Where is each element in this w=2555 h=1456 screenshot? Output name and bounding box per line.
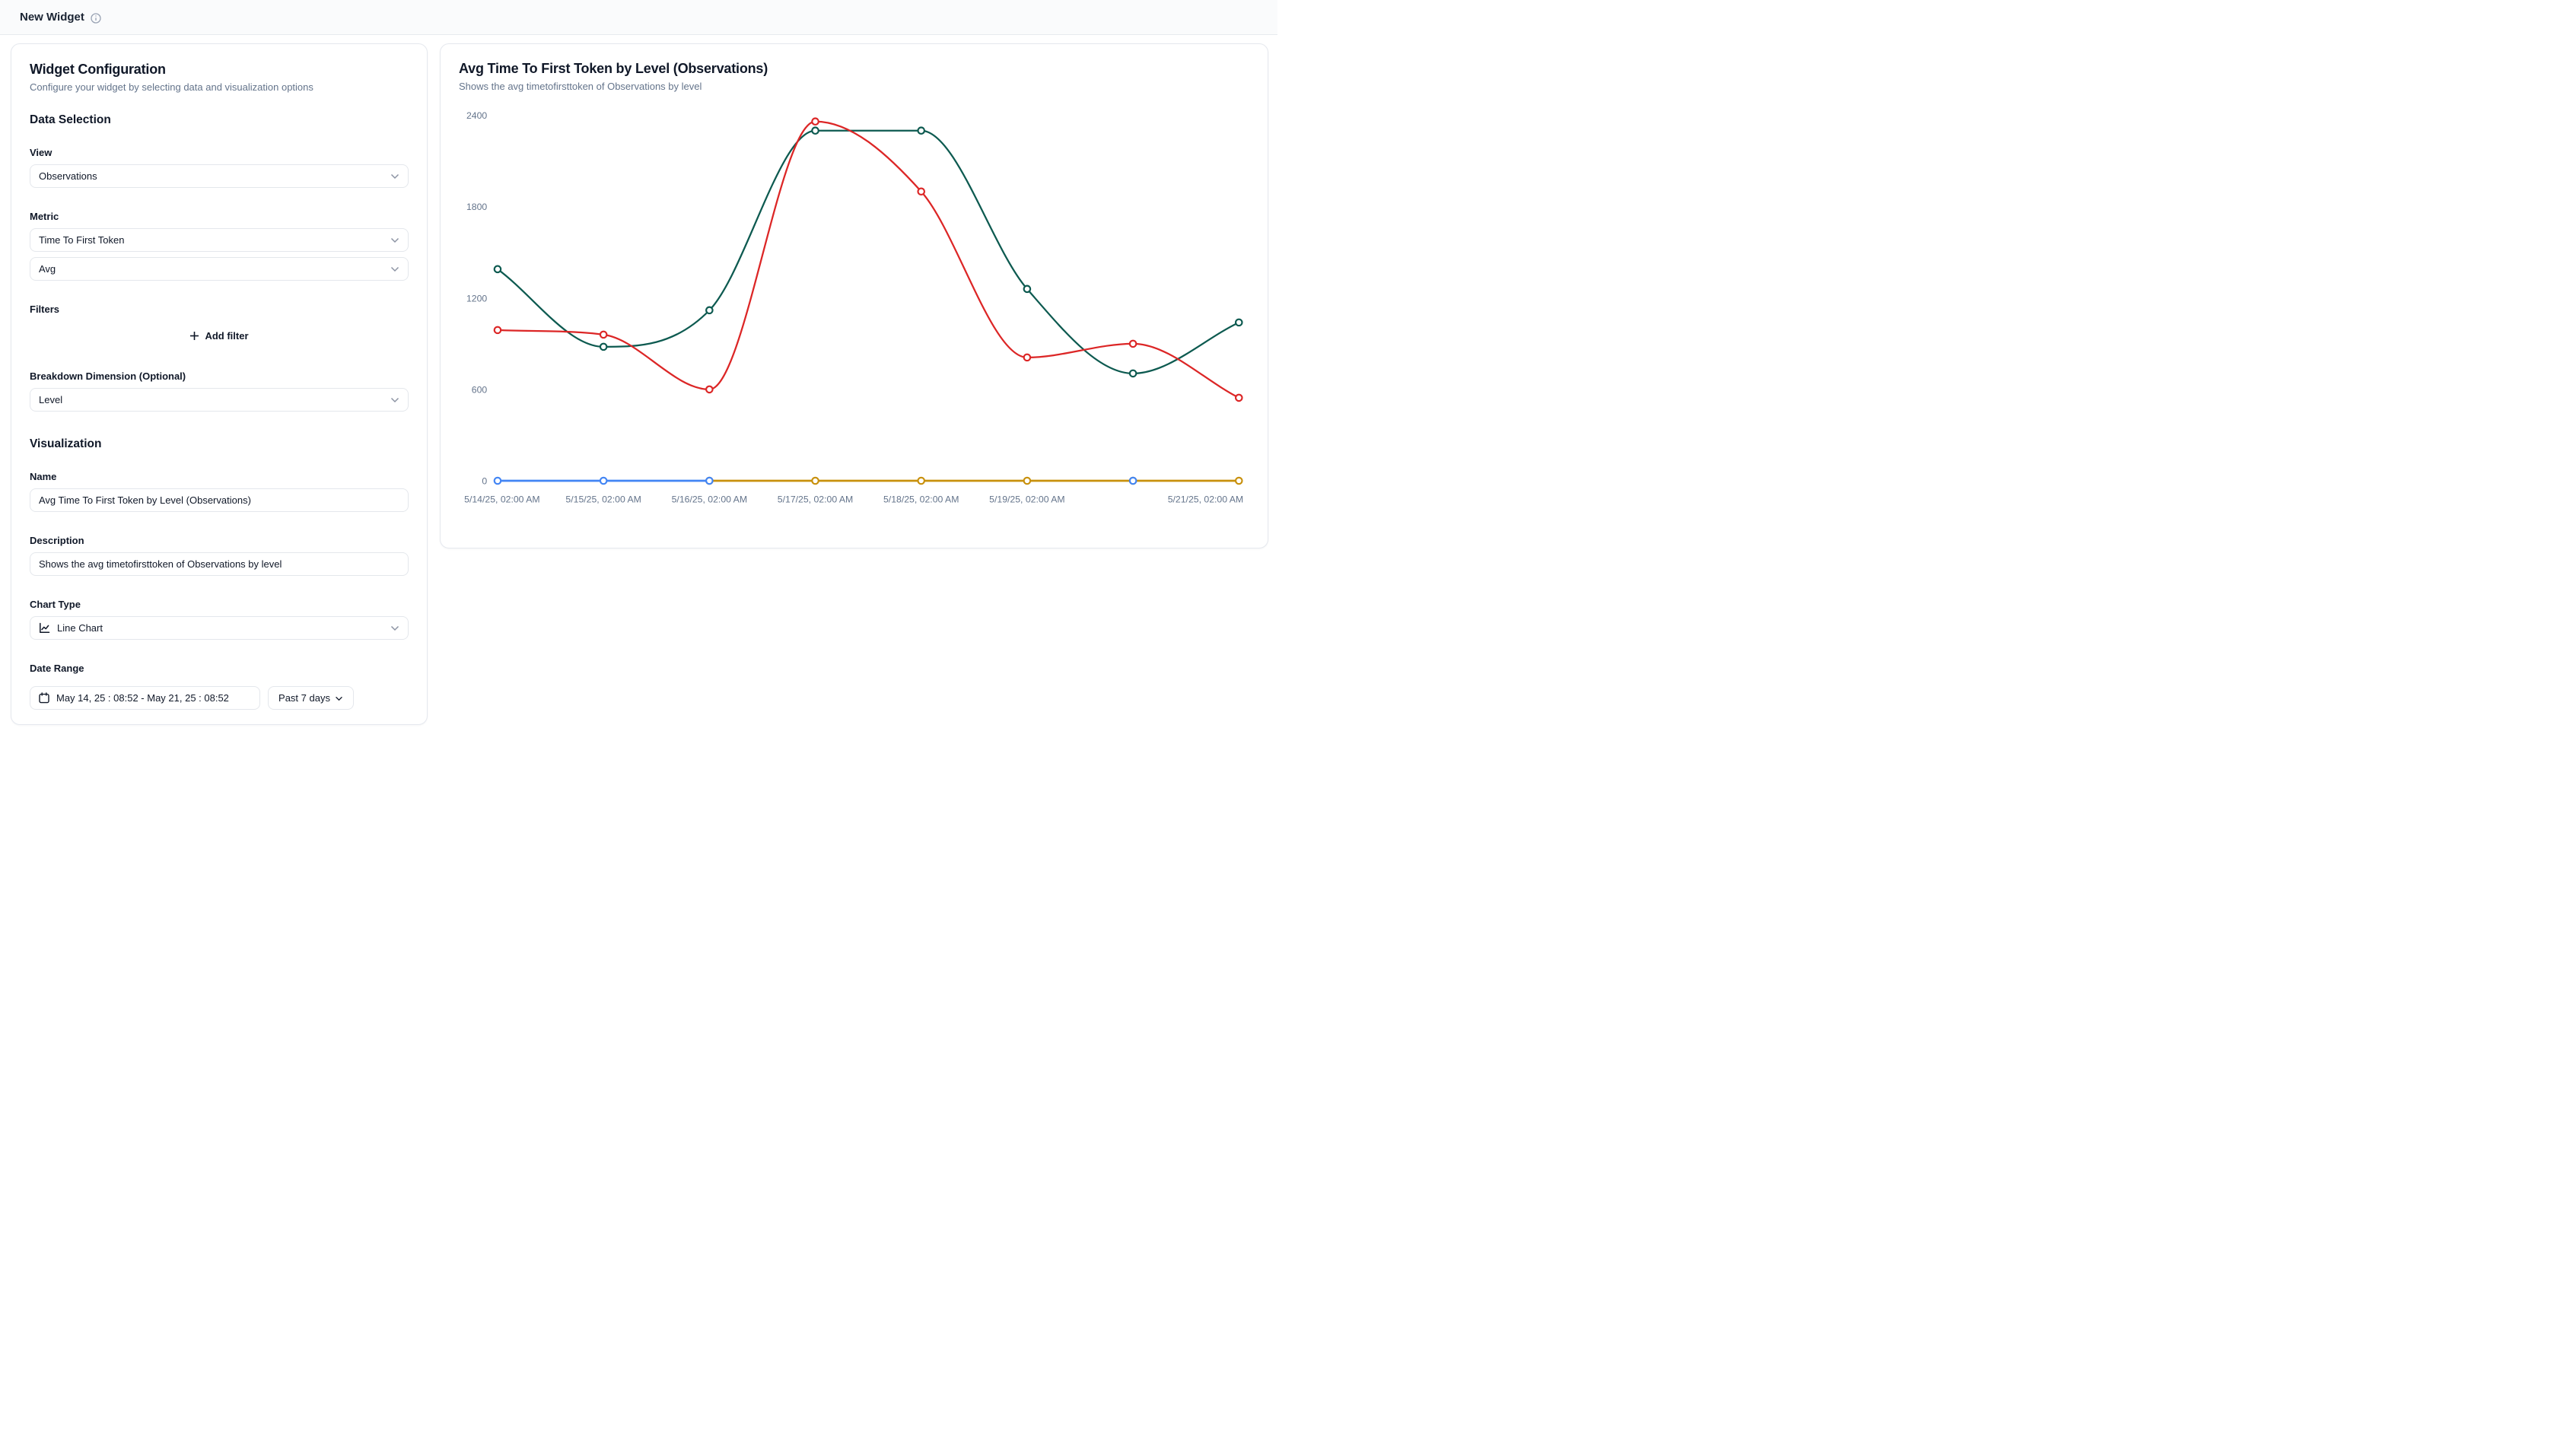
add-filter-label: Add filter xyxy=(205,330,249,342)
chart-type-value: Line Chart xyxy=(57,622,103,634)
calendar-icon xyxy=(39,692,49,704)
metric-select[interactable]: Time To First Token xyxy=(30,228,409,252)
filters-row: Add filter xyxy=(30,324,409,348)
main-content: Widget Configuration Configure your widg… xyxy=(0,35,1278,725)
config-title: Widget Configuration xyxy=(30,62,166,77)
breakdown-select-value: Level xyxy=(39,394,63,405)
svg-text:5/21/25, 02:00 AM: 5/21/25, 02:00 AM xyxy=(1168,494,1243,504)
chevron-down-icon xyxy=(335,692,343,704)
chart-title: Avg Time To First Token by Level (Observ… xyxy=(459,61,768,76)
description-label: Description xyxy=(30,535,84,546)
page-title: New Widget xyxy=(20,11,84,24)
svg-text:0: 0 xyxy=(482,475,487,486)
svg-text:2400: 2400 xyxy=(466,110,487,121)
svg-text:5/18/25, 02:00 AM: 5/18/25, 02:00 AM xyxy=(883,494,959,504)
filters-label: Filters xyxy=(30,304,60,315)
chevron-down-icon xyxy=(390,394,399,405)
svg-text:1800: 1800 xyxy=(466,202,487,212)
visualization-heading: Visualization xyxy=(30,437,102,450)
line-chart-icon xyxy=(39,622,50,634)
breakdown-select[interactable]: Level xyxy=(30,388,409,412)
name-label: Name xyxy=(30,471,57,482)
name-input[interactable] xyxy=(30,488,409,512)
metric-select-value: Time To First Token xyxy=(39,234,125,246)
plus-icon xyxy=(189,331,199,341)
view-select[interactable]: Observations xyxy=(30,164,409,188)
svg-text:1200: 1200 xyxy=(466,293,487,304)
data-selection-heading: Data Selection xyxy=(30,113,111,126)
chart-type-select[interactable]: Line Chart xyxy=(30,616,409,640)
svg-text:5/17/25, 02:00 AM: 5/17/25, 02:00 AM xyxy=(778,494,853,504)
chevron-down-icon xyxy=(390,622,399,634)
date-preset-select[interactable]: Past 7 days xyxy=(268,686,354,710)
config-subtitle: Configure your widget by selecting data … xyxy=(30,81,313,93)
date-range-label: Date Range xyxy=(30,663,84,674)
topbar: New Widget xyxy=(0,0,1278,35)
date-range-row: May 14, 25 : 08:52 - May 21, 25 : 08:52 … xyxy=(30,680,409,710)
line-chart-plot[interactable]: 0 600 1200 1800 2400 5/14/25, 02:00 AM 5/15/25… xyxy=(459,104,1249,528)
svg-text:5/19/25, 02:00 AM: 5/19/25, 02:00 AM xyxy=(989,494,1064,504)
chart-type-label: Chart Type xyxy=(30,599,81,610)
chevron-down-icon xyxy=(390,234,399,246)
view-select-value: Observations xyxy=(39,170,97,182)
breakdown-label: Breakdown Dimension (Optional) xyxy=(30,370,186,382)
chevron-down-icon xyxy=(390,170,399,182)
svg-text:5/14/25, 02:00 AM: 5/14/25, 02:00 AM xyxy=(464,494,539,504)
chart-area: 0 600 1200 1800 2400 5/14/25, 02:00 AM 5/15/25… xyxy=(459,104,1249,528)
svg-text:5/16/25, 02:00 AM: 5/16/25, 02:00 AM xyxy=(672,494,747,504)
aggregation-select[interactable]: Avg xyxy=(30,257,409,281)
add-filter-button[interactable]: Add filter xyxy=(180,324,257,348)
description-input[interactable] xyxy=(30,552,409,576)
date-range-picker[interactable]: May 14, 25 : 08:52 - May 21, 25 : 08:52 xyxy=(30,686,260,710)
chart-card: Avg Time To First Token by Level (Observ… xyxy=(440,43,1268,548)
info-icon[interactable] xyxy=(91,12,101,24)
svg-text:5/15/25, 02:00 AM: 5/15/25, 02:00 AM xyxy=(565,494,641,504)
aggregation-select-value: Avg xyxy=(39,263,56,275)
date-range-value: May 14, 25 : 08:52 - May 21, 25 : 08:52 xyxy=(56,692,229,704)
widget-config-panel: Widget Configuration Configure your widg… xyxy=(11,43,428,725)
svg-text:600: 600 xyxy=(472,384,488,395)
chevron-down-icon xyxy=(390,263,399,275)
chart-subtitle: Shows the avg timetofirsttoken of Observ… xyxy=(459,81,702,92)
date-preset-value: Past 7 days xyxy=(278,692,330,704)
view-label: View xyxy=(30,147,52,158)
metric-label: Metric xyxy=(30,211,59,222)
